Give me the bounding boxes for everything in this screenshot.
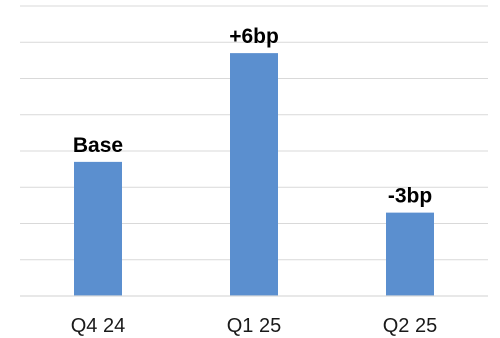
x-tick-label: Q2 25 — [383, 315, 437, 337]
x-tick-label: Q1 25 — [227, 315, 281, 337]
data-label: -3bp — [388, 185, 432, 208]
bar-q1-25 — [230, 53, 278, 296]
bar-q2-25 — [386, 212, 434, 296]
data-labels: Base +6bp -3bp — [73, 25, 432, 208]
data-label: +6bp — [229, 25, 279, 48]
bar-q4-24 — [74, 161, 122, 296]
x-tick-label: Q4 24 — [71, 315, 125, 337]
bars — [74, 53, 434, 296]
x-axis-ticks: Q4 24 Q1 25 Q2 25 — [71, 315, 437, 337]
data-label: Base — [73, 134, 123, 157]
